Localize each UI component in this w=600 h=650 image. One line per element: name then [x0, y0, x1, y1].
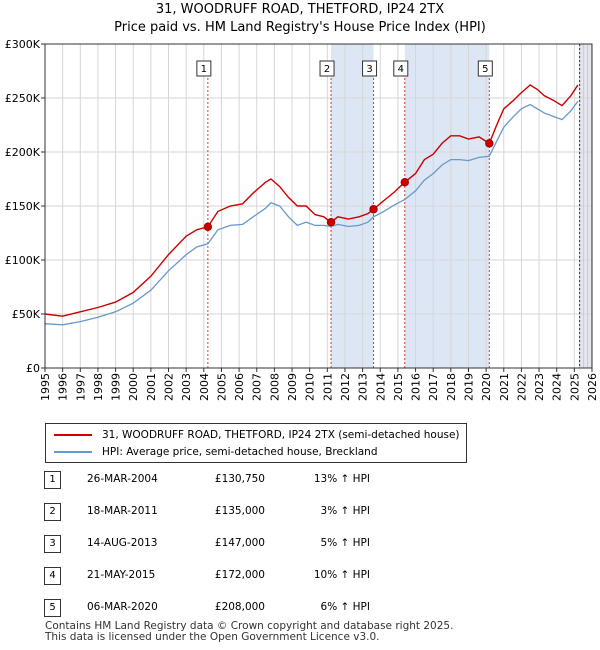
- x-tick-label: 2014: [374, 373, 387, 401]
- sale-label-box: [362, 60, 378, 77]
- sale-point: [203, 222, 213, 231]
- legend-swatch-property: [54, 434, 92, 436]
- x-tick-label: 2026: [586, 373, 599, 401]
- sale-label: 4: [398, 64, 404, 75]
- x-tick-label: 1998: [92, 373, 105, 401]
- x-tick-label: 1999: [110, 373, 123, 401]
- x-tick-label: 2016: [410, 373, 423, 401]
- legend-swatch-hpi: [54, 451, 92, 453]
- y-tick-label: £150K: [5, 200, 41, 213]
- y-tick-label: £0: [26, 362, 40, 375]
- sale-label-box: [196, 60, 212, 77]
- sale-hpi-diff: 5% ↑ HPI: [320, 537, 370, 549]
- x-tick-label: 2005: [215, 373, 228, 401]
- x-tick-label: 2007: [251, 373, 264, 401]
- x-tick-label: 2019: [462, 373, 475, 401]
- y-tick-label: £300K: [5, 38, 41, 51]
- x-tick-label: 2020: [480, 373, 493, 401]
- sale-label: 2: [324, 64, 330, 75]
- sale-price: £135,000: [214, 505, 265, 517]
- x-tick-label: 2000: [127, 373, 140, 401]
- sale-price: £172,000: [214, 569, 265, 581]
- sale-label: 5: [482, 64, 488, 75]
- sale-price: £147,000: [214, 537, 265, 549]
- x-tick-label: 2011: [321, 373, 334, 401]
- x-tick-label: 2024: [551, 373, 564, 401]
- sale-label-box: [319, 60, 335, 77]
- sale-point: [326, 217, 336, 227]
- sale-price: £208,000: [214, 601, 265, 613]
- sale-label: 3: [366, 64, 372, 75]
- x-tick-label: 2012: [339, 373, 352, 401]
- sale-date: 18-MAR-2011: [87, 505, 158, 517]
- chart-title: 31, WOODRUFF ROAD, THETFORD, IP24 2TX: [155, 2, 445, 17]
- y-tick-label: £200K: [5, 146, 41, 159]
- x-tick-label: 1996: [57, 373, 70, 401]
- sale-row: 1 26-MAR-2004 £130,750 13% ↑ HPI: [0, 471, 600, 491]
- x-tick-label: 2002: [163, 373, 176, 401]
- chart-subtitle: Price paid vs. HM Land Registry's House …: [114, 20, 486, 35]
- x-tick-label: 2021: [498, 373, 511, 401]
- sale-price: £130,750: [214, 473, 265, 485]
- x-tick-label: 2018: [445, 373, 458, 401]
- sale-hpi-diff: 13% ↑ HPI: [313, 473, 370, 485]
- footer-copyright: Contains HM Land Registry data © Crown c…: [45, 620, 454, 632]
- x-tick-label: 2006: [233, 373, 246, 401]
- sale-number: 4: [44, 567, 61, 585]
- x-tick-label: 2013: [357, 373, 370, 401]
- x-tick-label: 2025: [568, 373, 581, 401]
- sale-label: 1: [201, 64, 207, 75]
- y-tick-label: £100K: [5, 254, 41, 267]
- x-tick-label: 2003: [180, 373, 193, 401]
- sale-number: 2: [44, 503, 61, 521]
- legend: 31, WOODRUFF ROAD, THETFORD, IP24 2TX (s…: [45, 423, 467, 463]
- y-tick-label: £250K: [5, 92, 41, 105]
- sale-number: 1: [44, 471, 61, 489]
- series-hpi-line: [44, 100, 579, 326]
- series-property-line: [44, 84, 579, 317]
- sale-point: [485, 139, 494, 148]
- sale-point: [369, 205, 378, 214]
- x-tick-label: 2017: [427, 373, 440, 401]
- sale-row: 3 14-AUG-2013 £147,000 5% ↑ HPI: [0, 535, 600, 555]
- x-tick-label: 2009: [286, 373, 299, 401]
- legend-label-hpi: HPI: Average price, semi-detached house,…: [102, 446, 378, 458]
- sale-row: 2 18-MAR-2011 £135,000 3% ↑ HPI: [0, 503, 600, 523]
- y-tick-label: £50K: [12, 308, 41, 321]
- x-tick-label: 2023: [533, 373, 546, 401]
- sale-date: 26-MAR-2004: [87, 473, 158, 485]
- sale-number: 3: [44, 535, 61, 553]
- x-tick-label: 1997: [74, 373, 87, 401]
- price-chart: 1 2 3 4 5 £0 £50K £100K £150K £200K £250K £300K 1995…: [5, 38, 599, 401]
- legend-item-property: 31, WOODRUFF ROAD, THETFORD, IP24 2TX (s…: [54, 427, 460, 443]
- legend-item-hpi: HPI: Average price, semi-detached house,…: [54, 444, 378, 460]
- sale-date: 14-AUG-2013: [87, 537, 158, 549]
- sale-label-box: [477, 60, 493, 77]
- legend-label-property: 31, WOODRUFF ROAD, THETFORD, IP24 2TX (s…: [102, 429, 460, 441]
- x-tick-label: 2008: [268, 373, 281, 401]
- x-tick-label: 2010: [304, 373, 317, 401]
- sale-row: 5 06-MAR-2020 £208,000 6% ↑ HPI: [0, 599, 600, 619]
- footer-licence: This data is licensed under the Open Gov…: [45, 631, 380, 643]
- sale-date: 06-MAR-2020: [87, 601, 158, 613]
- sale-hpi-diff: 10% ↑ HPI: [313, 569, 370, 581]
- x-tick-label: 1995: [39, 373, 52, 401]
- sale-number: 5: [44, 599, 61, 617]
- x-tick-label: 2022: [515, 373, 528, 401]
- sale-date: 21-MAY-2015: [87, 569, 156, 581]
- x-tick-label: 2015: [392, 373, 405, 401]
- sale-hpi-diff: 3% ↑ HPI: [320, 505, 370, 517]
- sale-hpi-diff: 6% ↑ HPI: [320, 601, 370, 613]
- sale-row: 4 21-MAY-2015 £172,000 10% ↑ HPI: [0, 567, 600, 587]
- x-tick-label: 2004: [198, 373, 211, 401]
- sale-point: [400, 178, 409, 187]
- sale-label-box: [393, 60, 409, 77]
- x-tick-label: 2001: [145, 373, 158, 401]
